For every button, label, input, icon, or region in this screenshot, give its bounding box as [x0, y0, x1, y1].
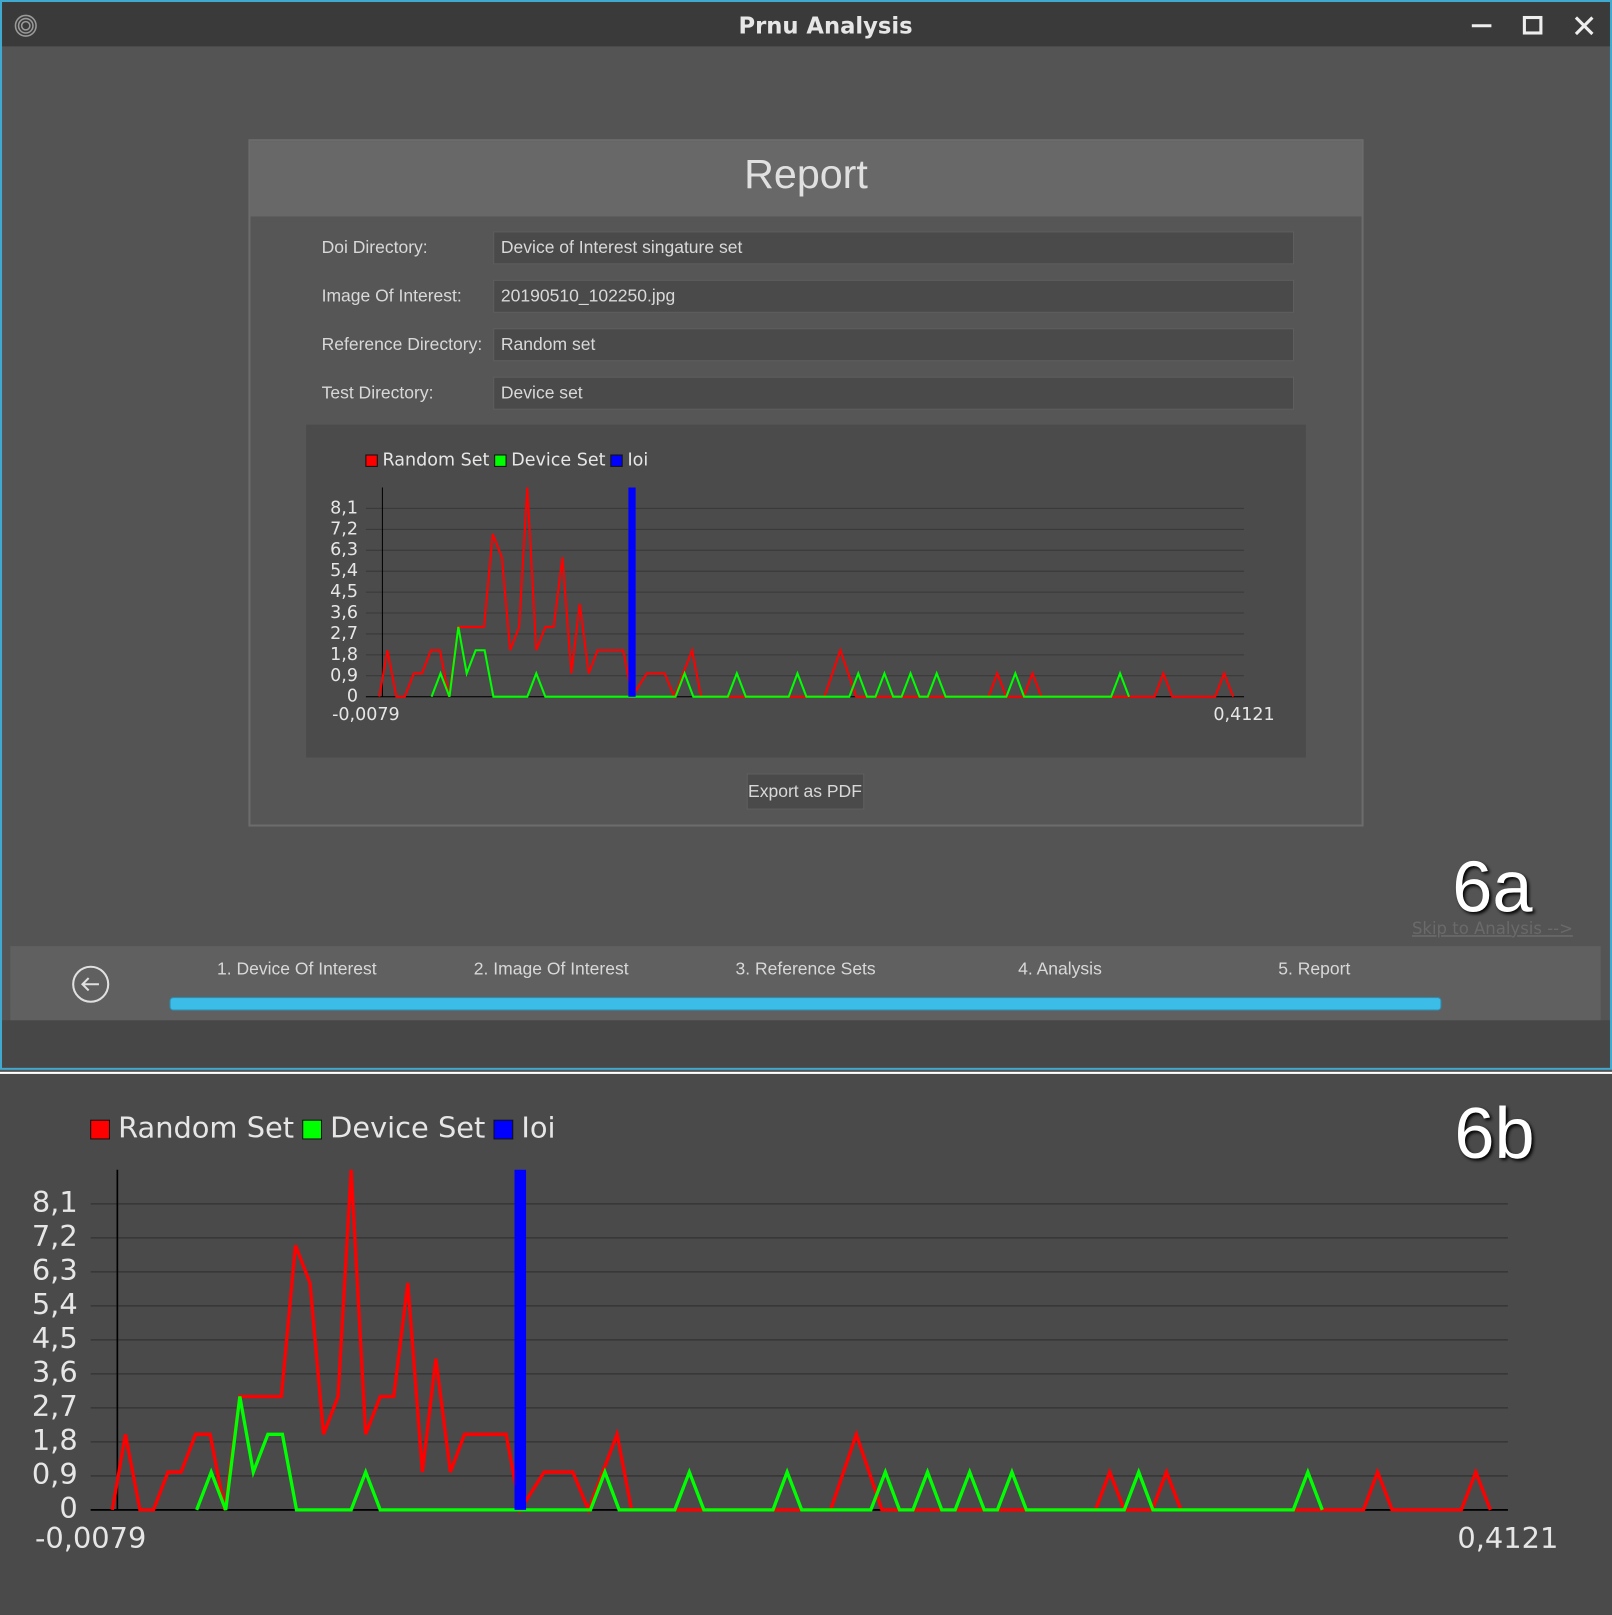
- y-tick-label: 3,6: [32, 1355, 78, 1389]
- field-label: Image Of Interest:: [322, 285, 462, 305]
- report-title: Report: [744, 151, 868, 197]
- window-border: [0, 0, 1612, 1070]
- y-tick-label: 0: [59, 1491, 77, 1525]
- legend-label: Ioi: [521, 1111, 555, 1145]
- y-tick-label: 6,3: [32, 1253, 78, 1287]
- series-line: [110, 1169, 1492, 1515]
- step-label[interactable]: 4. Analysis: [1018, 958, 1102, 978]
- step-label[interactable]: 1. Device Of Interest: [217, 958, 377, 978]
- y-tick-label: 7,2: [32, 1219, 78, 1253]
- window-title: Prnu Analysis: [739, 13, 913, 39]
- back-button[interactable]: [72, 965, 110, 1003]
- chart-panel: [306, 424, 1306, 758]
- y-tick-label: 8,1: [330, 498, 358, 518]
- app-icon: [14, 14, 37, 37]
- maximize-button[interactable]: [1507, 4, 1556, 46]
- field-label: Doi Directory:: [322, 237, 428, 257]
- legend-label: Device Set: [511, 451, 605, 471]
- x-tick-label: -0,0079: [35, 1521, 146, 1555]
- export-button[interactable]: [746, 773, 865, 810]
- legend-label: Ioi: [627, 451, 648, 471]
- field-value: 20190510_102250.jpg: [501, 285, 675, 306]
- title-bar: [2, 2, 1610, 47]
- legend-label: Device Set: [330, 1111, 485, 1145]
- y-tick-label: 0,9: [330, 666, 358, 686]
- field-input: [493, 231, 1295, 265]
- series-line: [195, 1396, 1324, 1512]
- y-tick-label: 1,8: [330, 645, 358, 665]
- export-button-label[interactable]: Export as PDF: [748, 781, 862, 801]
- chart-small: 00,91,82,73,64,55,46,37,28,1 -0,0079 0,412…: [330, 451, 1275, 725]
- minimize-button[interactable]: [1456, 4, 1504, 46]
- y-tick-label: 5,4: [330, 561, 358, 581]
- legend-swatch: [365, 454, 378, 467]
- status-bar: [2, 1020, 1610, 1068]
- skip-link[interactable]: Skip to Analysis -->: [1412, 919, 1573, 938]
- field-label: Test Directory:: [322, 382, 434, 402]
- field-input: [493, 328, 1295, 362]
- y-tick-label: 7,2: [330, 519, 358, 539]
- legend-label: Random Set: [383, 451, 490, 471]
- y-tick-label: 5,4: [32, 1287, 78, 1321]
- legend-swatch: [302, 1119, 323, 1140]
- field-value: Device set: [501, 382, 583, 402]
- progress-bar: [169, 997, 1442, 1011]
- zoom-panel: [0, 1073, 1612, 1615]
- legend-label: Random Set: [118, 1111, 294, 1145]
- close-button[interactable]: [1559, 4, 1607, 46]
- y-tick-label: 4,5: [32, 1321, 78, 1355]
- y-tick-label: 0,9: [32, 1457, 78, 1491]
- y-tick-label: 6,3: [330, 540, 358, 560]
- field-label: Reference Directory:: [322, 334, 483, 354]
- y-tick-label: 2,7: [32, 1389, 78, 1423]
- legend-swatch: [494, 454, 507, 467]
- field-input: [493, 279, 1295, 313]
- series-line: [378, 487, 1235, 700]
- legend-swatch: [90, 1119, 110, 1140]
- step-label[interactable]: 3. Reference Sets: [735, 958, 875, 978]
- x-tick-label: 0,4121: [1213, 705, 1274, 725]
- step-label[interactable]: 2. Image Of Interest: [474, 958, 629, 978]
- y-tick-label: 3,6: [330, 603, 358, 623]
- y-tick-label: 0: [347, 687, 358, 707]
- y-tick-label: 1,8: [32, 1423, 78, 1457]
- legend-swatch: [610, 454, 623, 467]
- step-label[interactable]: 5. Report: [1278, 958, 1350, 978]
- y-tick-label: 4,5: [330, 582, 358, 602]
- field-value: Device of Interest singature set: [501, 237, 743, 257]
- figure-label: 6b: [1454, 1094, 1534, 1174]
- report-header: [250, 141, 1362, 217]
- figure-label: 6a: [1452, 848, 1533, 928]
- y-tick-label: 8,1: [32, 1185, 78, 1219]
- x-tick-label: -0,0079: [332, 705, 400, 725]
- series-line: [430, 626, 1130, 698]
- field-value: Random set: [501, 334, 596, 354]
- y-tick-label: 2,7: [330, 624, 358, 644]
- x-tick-label: 0,4121: [1457, 1521, 1558, 1555]
- chart-large: 00,91,82,73,64,55,46,37,28,1 -0,0079 0,412…: [32, 1111, 1559, 1556]
- legend-swatch: [493, 1119, 514, 1140]
- field-input: [493, 376, 1295, 410]
